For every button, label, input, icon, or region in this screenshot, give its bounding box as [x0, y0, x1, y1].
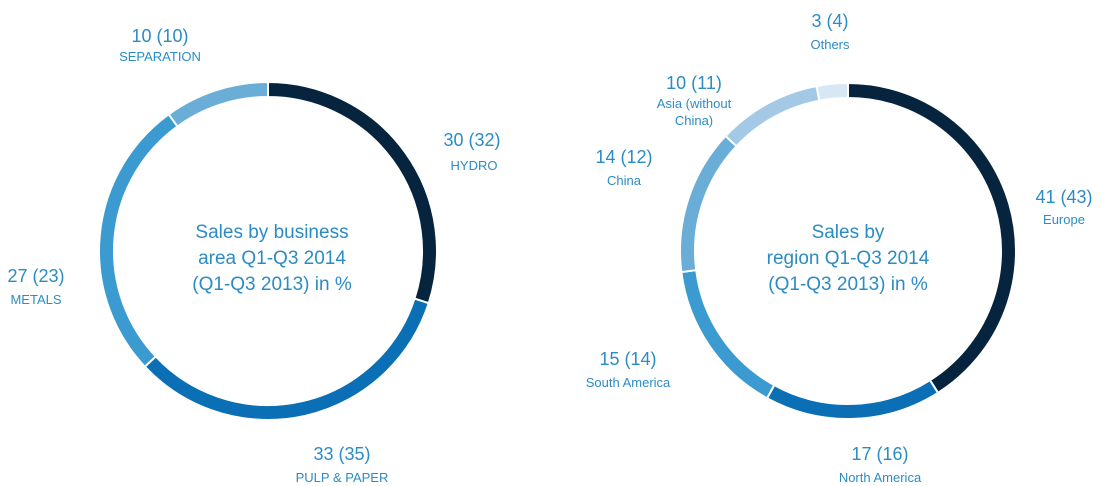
slice-north-america [765, 378, 940, 420]
slice-value-label-pulp-paper: 33 (35) [313, 444, 370, 464]
slice-name-label-pulp-paper: PULP & PAPER [296, 470, 389, 485]
slice-name-label-others: Others [810, 37, 850, 52]
slice-name-label-metals: METALS [10, 292, 61, 307]
donut-chart-region: 41 (43) Europe 17 (16) North America 15 (14)… [586, 11, 1093, 485]
slice-name-label-hydro: HYDRO [451, 158, 498, 173]
slice-china [679, 134, 738, 274]
slice-others [815, 81, 849, 102]
slice-name-label-north-america: North America [839, 470, 922, 485]
center-label-line-2: area Q1-Q3 2014 [198, 248, 346, 269]
slice-separation [167, 80, 269, 128]
center-label-line-3: (Q1-Q3 2013) in % [192, 274, 352, 295]
slice-south-america [680, 269, 776, 400]
center-label-line-1: Sales by [812, 222, 885, 243]
slice-name-label-south-america: South America [586, 375, 671, 390]
slice-hydro [267, 80, 438, 305]
slice-name-label-china: China [607, 173, 642, 188]
slice-asia-without-china [724, 84, 821, 148]
slice-pulp-paper [143, 297, 430, 421]
slice-value-label-europe: 41 (43) [1035, 187, 1092, 207]
slice-value-label-hydro: 30 (32) [443, 130, 500, 150]
slice-value-label-separation: 10 (10) [131, 26, 188, 46]
slice-value-label-others: 3 (4) [811, 11, 848, 31]
center-label-line-1: Sales by business [195, 222, 348, 243]
slice-value-label-north-america: 17 (16) [851, 444, 908, 464]
slice-value-label-asia-without-china: 10 (11) [666, 73, 722, 93]
center-label-line-3: (Q1-Q3 2013) in % [768, 274, 928, 295]
slice-value-label-south-america: 15 (14) [599, 349, 656, 369]
slice-value-label-china: 14 (12) [595, 147, 652, 167]
slice-name-label-separation: SEPARATION [119, 49, 201, 64]
center-label-line-2: region Q1-Q3 2014 [767, 248, 930, 269]
donut-chart-business-area: 30 (32) HYDRO 33 (35) PULP & PAPER 27 (23) ME… [7, 26, 500, 485]
slice-metals [98, 112, 179, 369]
slice-name-label-asia-without-china: Asia (without China) [657, 96, 732, 128]
slice-name-label-europe: Europe [1043, 212, 1085, 227]
slice-value-label-metals: 27 (23) [7, 266, 64, 286]
